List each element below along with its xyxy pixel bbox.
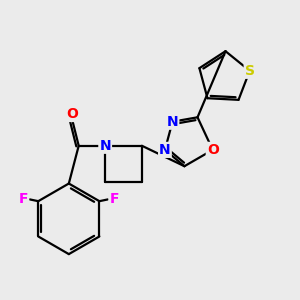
Text: S: S	[245, 64, 255, 78]
Text: N: N	[159, 143, 171, 157]
Text: O: O	[66, 107, 78, 121]
Text: F: F	[110, 192, 119, 206]
Text: N: N	[99, 139, 111, 153]
Text: O: O	[207, 143, 219, 157]
Text: F: F	[19, 192, 28, 206]
Text: N: N	[167, 115, 178, 129]
